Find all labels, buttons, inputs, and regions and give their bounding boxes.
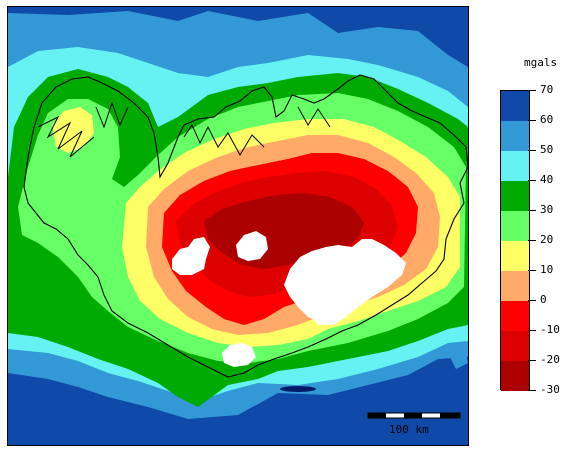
contour-band-10-20-nw xyxy=(52,107,94,153)
legend-swatch xyxy=(501,271,529,301)
legend-tick-label: 0 xyxy=(540,293,547,306)
legend-tick-label: 30 xyxy=(540,203,554,216)
legend-swatch xyxy=(501,151,529,181)
glacier-myrdalsjokull xyxy=(222,343,256,367)
legend-tick-label: 10 xyxy=(540,263,554,276)
scale-bar-label: 100 km xyxy=(389,423,429,436)
legend-swatch xyxy=(501,211,529,241)
legend-tick xyxy=(528,120,536,121)
legend-tick-label: 60 xyxy=(540,113,554,126)
legend-tick-label: 40 xyxy=(540,173,554,186)
legend-unit: mgals xyxy=(524,56,558,69)
legend-tick xyxy=(528,210,536,211)
legend-swatch xyxy=(501,301,529,331)
legend-tick-label: -30 xyxy=(540,383,560,396)
glacier-langjokull xyxy=(172,237,210,275)
legend-tick xyxy=(528,240,536,241)
legend-tick xyxy=(528,270,536,271)
legend-swatch xyxy=(501,241,529,271)
gravity-anomaly-map xyxy=(7,6,469,446)
glacier-vatnajokull xyxy=(284,239,406,325)
deep-water-patch xyxy=(280,386,316,392)
legend-tick xyxy=(528,330,536,331)
westfjords-detail xyxy=(37,101,129,158)
glacier-hofsjokull xyxy=(236,231,268,261)
coastline xyxy=(23,74,468,378)
legend-swatch xyxy=(501,331,529,361)
legend-swatch xyxy=(501,361,529,391)
legend-tick-label: -20 xyxy=(540,353,560,366)
color-legend xyxy=(500,90,530,391)
contour-band-50-60-east-patch xyxy=(448,347,468,369)
glacier-small xyxy=(314,313,332,325)
legend-swatch xyxy=(501,91,529,121)
legend-tick-label: 70 xyxy=(540,83,554,96)
north-coast-detail xyxy=(183,106,331,157)
legend-tick xyxy=(528,180,536,181)
legend-tick xyxy=(528,300,536,301)
legend-tick xyxy=(528,360,536,361)
legend-tick-label: 20 xyxy=(540,233,554,246)
map-canvas xyxy=(8,7,468,445)
legend-tick xyxy=(528,150,536,151)
legend-swatch xyxy=(501,121,529,151)
legend-tick-label: -10 xyxy=(540,323,560,336)
scale-bar xyxy=(367,412,461,419)
legend-tick-label: 50 xyxy=(540,143,554,156)
legend-tick xyxy=(528,390,536,391)
legend-tick xyxy=(528,90,536,91)
legend-swatch xyxy=(501,181,529,211)
